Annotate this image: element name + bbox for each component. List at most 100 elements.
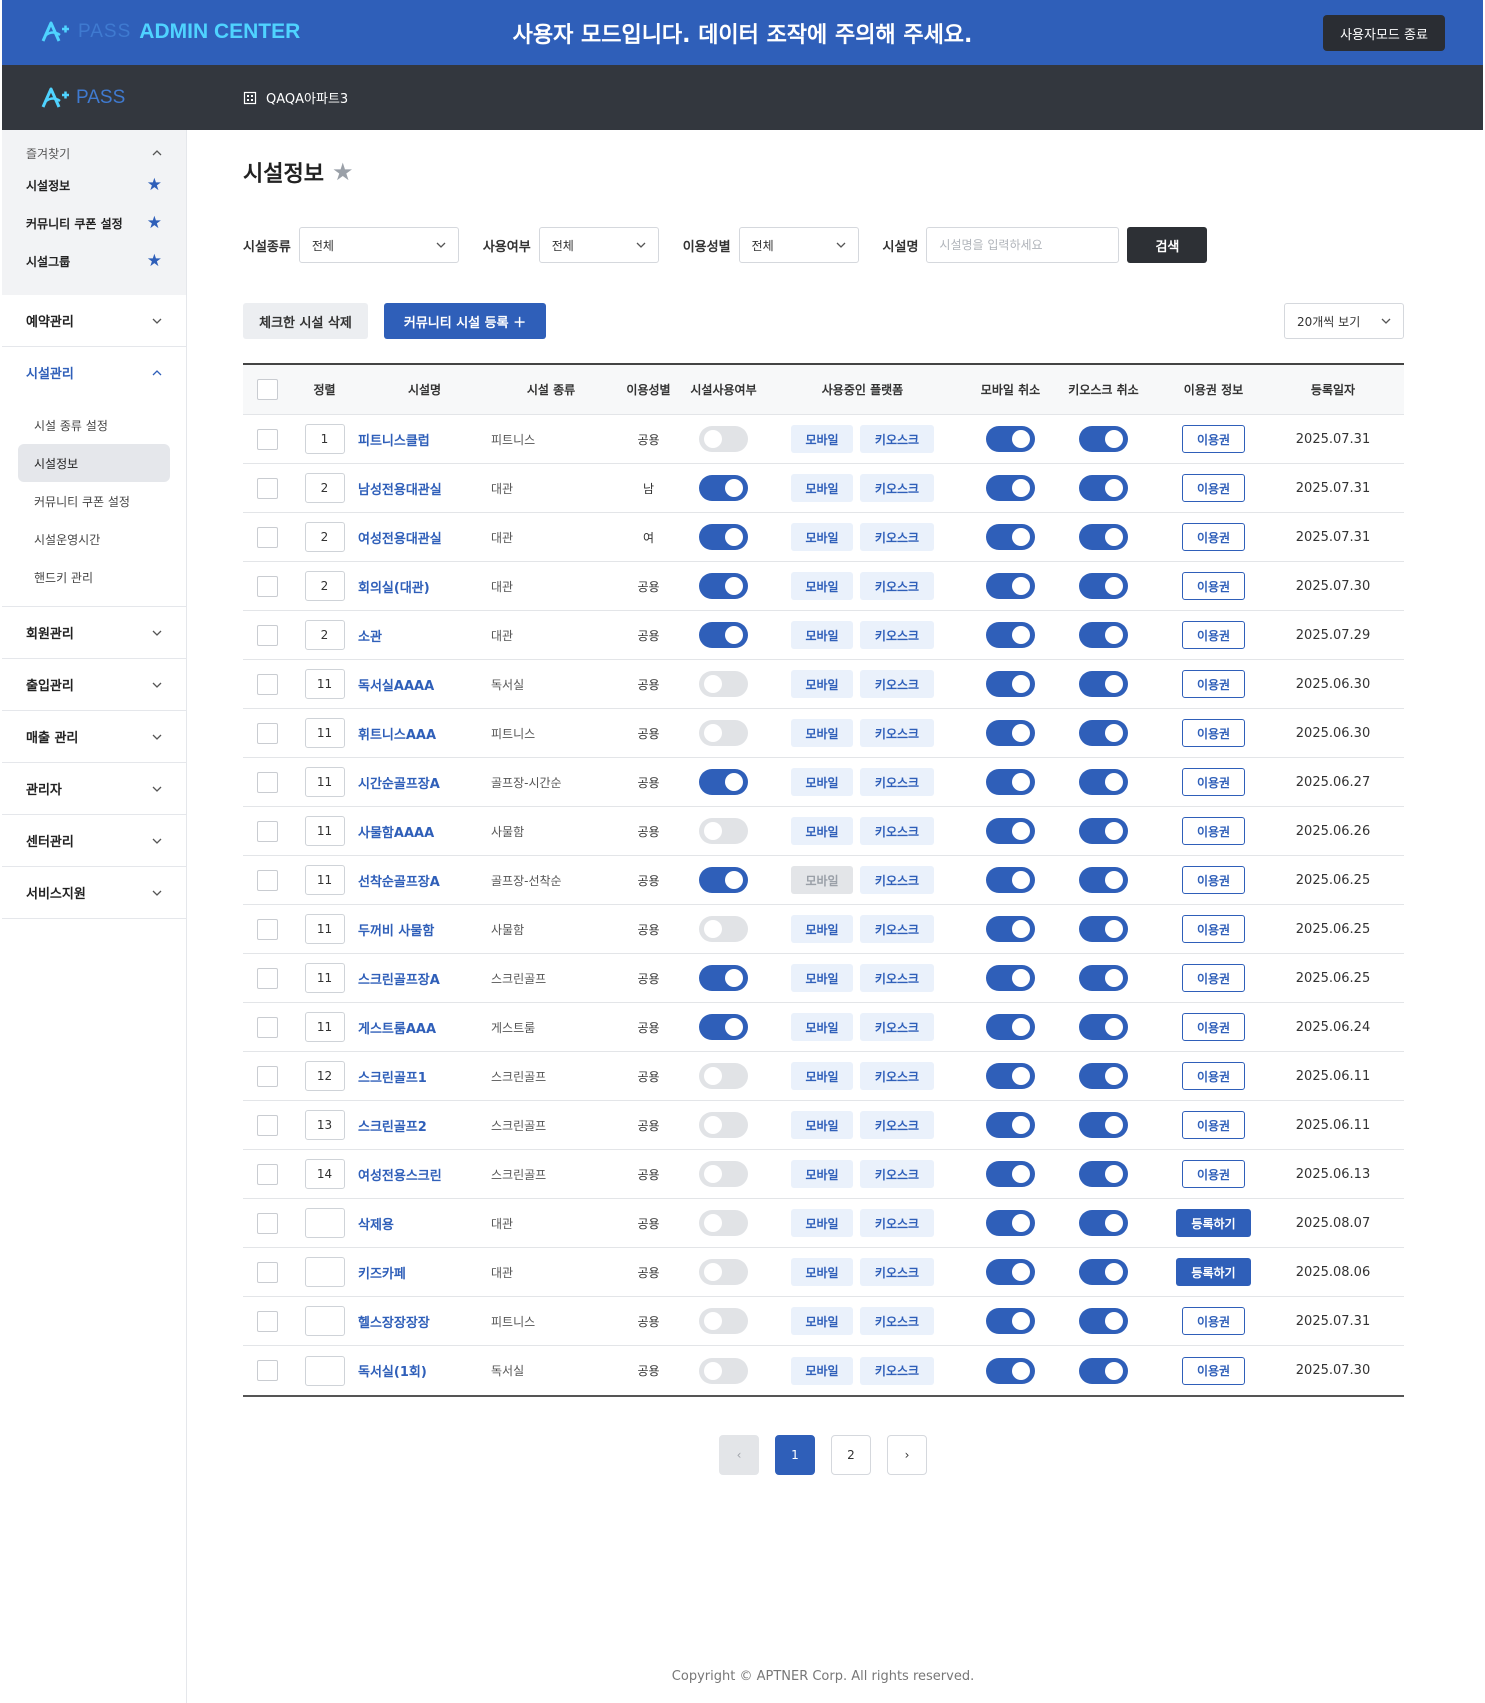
prev-page-button[interactable]: ‹ [719,1435,759,1475]
ticket-button[interactable]: 이용권 [1182,866,1245,894]
apartment-selector[interactable]: QAQA아파트3 [243,88,348,107]
use-toggle[interactable] [699,867,748,893]
kiosk-platform-badge[interactable]: 키오스크 [860,1356,934,1385]
mobile-cancel-toggle[interactable] [986,1357,1035,1384]
kiosk-platform-badge[interactable]: 키오스크 [860,1160,934,1188]
use-toggle[interactable] [699,769,748,795]
order-input[interactable] [304,1355,345,1386]
page-button-2[interactable]: 2 [831,1435,871,1475]
facility-name-link[interactable]: 시간순골프장A [358,776,440,792]
end-user-mode-button[interactable]: 사용자모드 종료 [1323,15,1445,51]
kiosk-platform-badge[interactable]: 키오스크 [860,621,934,649]
mobile-platform-badge[interactable]: 모바일 [791,1111,853,1139]
use-toggle[interactable] [699,426,748,452]
order-input[interactable]: 2 [304,522,345,552]
sidebar-item-coupon[interactable]: 커뮤니티 쿠폰 설정 [34,494,130,509]
use-toggle[interactable] [699,1308,748,1334]
mobile-platform-badge[interactable]: 모바일 [791,474,853,502]
kiosk-cancel-toggle[interactable] [1079,1063,1128,1089]
row-checkbox[interactable] [256,1261,278,1283]
nav-head-admin[interactable]: 관리자 [2,763,186,814]
order-input[interactable]: 11 [304,669,345,699]
next-page-button[interactable]: › [887,1435,927,1475]
use-toggle[interactable] [699,1259,748,1285]
kiosk-platform-badge[interactable]: 키오스크 [860,1307,934,1335]
nav-head-support[interactable]: 서비스지원 [2,867,186,918]
sidebar-item-facility-info[interactable]: 시설정보 [18,444,170,482]
row-checkbox[interactable] [256,1310,278,1332]
kiosk-cancel-toggle[interactable] [1079,720,1128,746]
row-checkbox[interactable] [256,1212,278,1234]
order-input[interactable]: 1 [304,424,345,454]
ticket-button[interactable]: 이용권 [1182,964,1245,992]
kiosk-platform-badge[interactable]: 키오스크 [860,523,934,551]
header-logo[interactable]: PASS [40,85,125,111]
facility-name-link[interactable]: 여성전용스크린 [358,1168,442,1184]
order-input[interactable]: 11 [304,816,345,846]
order-input[interactable] [304,1257,345,1287]
row-checkbox[interactable] [256,1114,278,1136]
kiosk-platform-badge[interactable]: 키오스크 [860,1111,934,1139]
ticket-button[interactable]: 이용권 [1182,621,1245,649]
kiosk-platform-badge[interactable]: 키오스크 [860,474,934,502]
favorite-item-coupon-settings[interactable]: 커뮤니티 쿠폰 설정 ★ [2,204,186,242]
use-toggle[interactable] [699,1112,748,1138]
row-checkbox[interactable] [256,575,278,597]
row-checkbox[interactable] [256,526,278,548]
mobile-platform-badge[interactable]: 모바일 [791,1307,853,1335]
page-size-select[interactable]: 20개씩 보기 [1284,303,1404,339]
order-input[interactable] [304,1208,345,1238]
mobile-cancel-toggle[interactable] [986,1112,1035,1138]
ticket-button[interactable]: 이용권 [1182,1062,1245,1090]
mobile-platform-badge[interactable]: 모바일 [791,1209,853,1237]
select-all-checkbox[interactable] [256,379,278,400]
ticket-button[interactable]: 이용권 [1182,1356,1245,1385]
facility-name-link[interactable]: 스크린골프장A [358,972,440,988]
kiosk-platform-badge[interactable]: 키오스크 [860,964,934,992]
ticket-button[interactable]: 이용권 [1182,474,1245,502]
register-facility-button[interactable]: 커뮤니티 시설 등록 ＋ [384,303,546,339]
mobile-cancel-toggle[interactable] [986,426,1035,452]
kiosk-cancel-toggle[interactable] [1079,769,1128,795]
mobile-platform-badge[interactable]: 모바일 [791,1356,853,1385]
mobile-cancel-toggle[interactable] [986,818,1035,844]
kiosk-cancel-toggle[interactable] [1079,818,1128,844]
facility-name-link[interactable]: 사물함AAAA [358,825,435,841]
facility-name-link[interactable]: 휘트니스AAA [358,727,437,743]
ticket-button[interactable]: 등록하기 [1176,1209,1251,1237]
kiosk-platform-badge[interactable]: 키오스크 [860,670,934,698]
row-checkbox[interactable] [256,673,278,695]
facility-name-input[interactable] [926,227,1120,263]
facility-name-link[interactable]: 피트니스클럽 [358,433,430,449]
mobile-cancel-toggle[interactable] [986,524,1035,550]
use-toggle[interactable] [699,720,748,746]
mobile-platform-badge[interactable]: 모바일 [791,866,853,894]
gender-select[interactable]: 전체 [738,227,859,263]
mobile-platform-badge[interactable]: 모바일 [791,768,853,796]
favorite-item-facility-group[interactable]: 시설그룹 ★ [2,242,186,280]
facility-name-link[interactable]: 독서실(1회) [358,1365,427,1380]
kiosk-platform-badge[interactable]: 키오스크 [860,1062,934,1090]
order-input[interactable]: 11 [304,865,345,895]
mobile-platform-badge[interactable]: 모바일 [791,1258,853,1286]
ticket-button[interactable]: 이용권 [1182,425,1245,453]
kiosk-cancel-toggle[interactable] [1079,1308,1128,1334]
row-checkbox[interactable] [256,820,278,842]
ticket-button[interactable]: 이용권 [1182,768,1245,796]
order-input[interactable]: 2 [304,620,345,650]
mobile-cancel-toggle[interactable] [986,867,1035,893]
row-checkbox[interactable] [256,869,278,891]
star-icon[interactable]: ★ [331,158,354,186]
ticket-button[interactable]: 이용권 [1182,523,1245,551]
page-button-1[interactable]: 1 [775,1435,815,1475]
use-toggle[interactable] [699,1014,748,1040]
order-input[interactable]: 14 [304,1159,345,1189]
use-toggle[interactable] [699,818,748,844]
kiosk-cancel-toggle[interactable] [1079,426,1128,452]
kiosk-cancel-toggle[interactable] [1079,1161,1128,1187]
kiosk-cancel-toggle[interactable] [1079,671,1128,697]
star-icon[interactable]: ★ [146,213,162,233]
mobile-cancel-toggle[interactable] [986,1161,1035,1187]
mobile-cancel-toggle[interactable] [986,573,1035,599]
kiosk-platform-badge[interactable]: 키오스크 [860,866,934,894]
